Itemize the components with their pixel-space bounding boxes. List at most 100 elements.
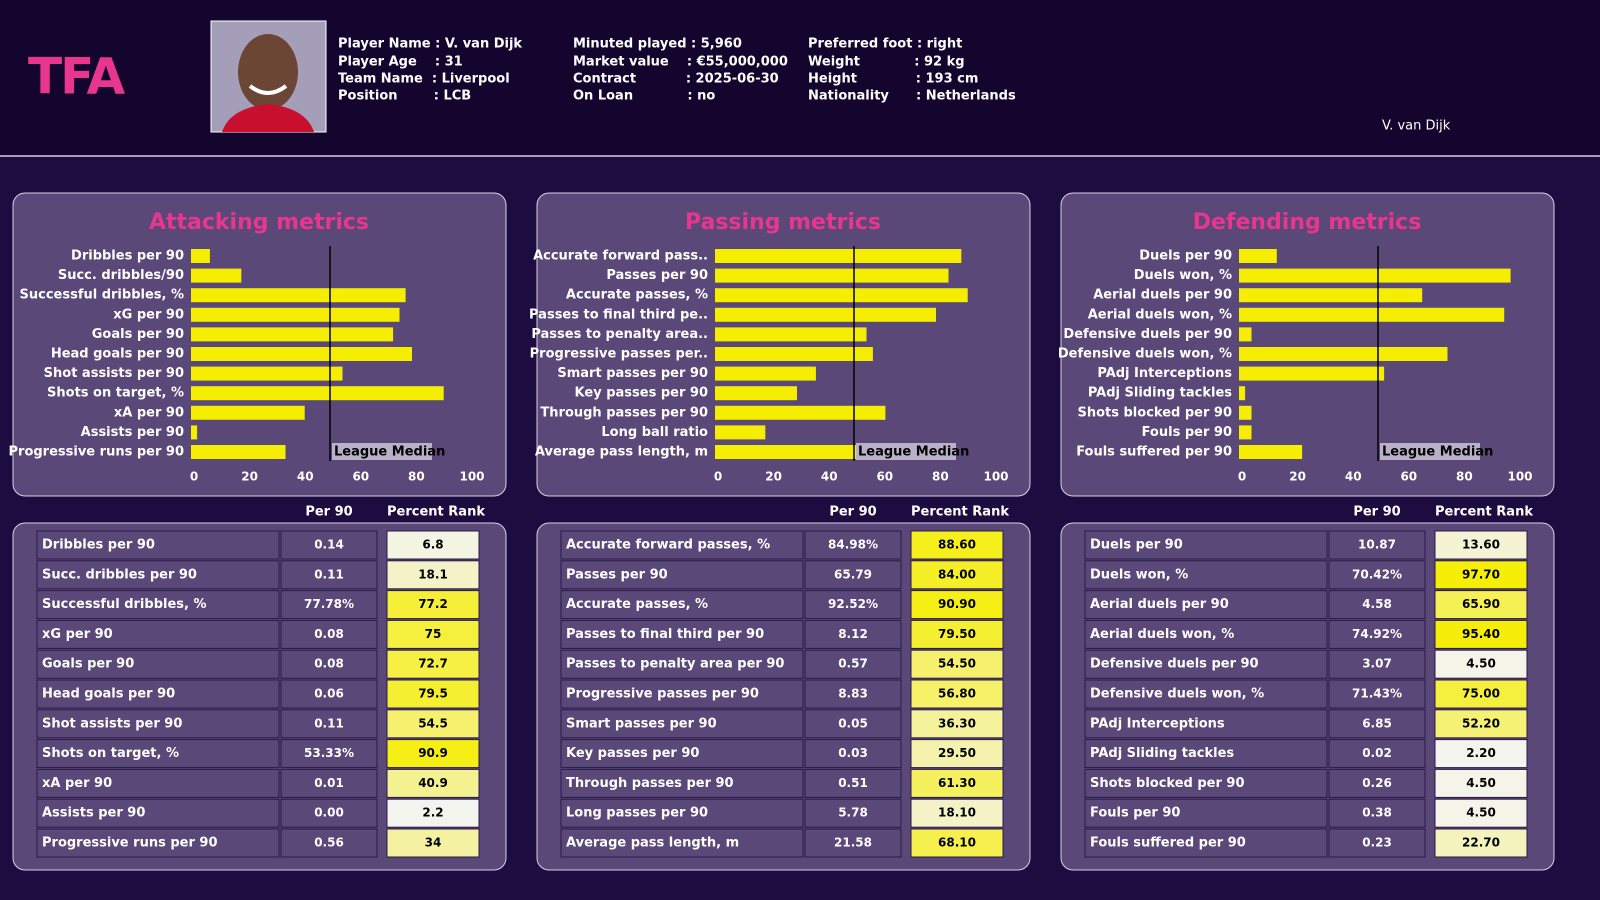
metric-name: Duels won, % <box>1090 567 1188 582</box>
metric-name: Shots blocked per 90 <box>1090 776 1245 791</box>
per90-value: 0.06 <box>314 687 344 701</box>
name-cell <box>36 768 280 798</box>
metric-name: Head goals per 90 <box>42 687 175 702</box>
category-label: Aerial duels per 90 <box>1093 288 1232 303</box>
category-label: Head goals per 90 <box>51 347 184 362</box>
bar <box>191 405 305 420</box>
player-name: V. van Dijk <box>1382 119 1451 134</box>
category-label: Succ. dribbles/90 <box>58 268 184 283</box>
percent-rank: 6.8 <box>422 538 443 552</box>
rank-cell <box>910 530 1004 560</box>
metric-name: Passes to final third per 90 <box>566 627 764 642</box>
bar <box>1239 366 1385 381</box>
value-cell <box>1328 619 1426 649</box>
metric-name: PAdj Sliding tackles <box>1090 746 1234 761</box>
rank-cell <box>386 679 480 709</box>
per90-value: 0.08 <box>314 627 344 641</box>
percent-rank: 4.50 <box>1466 776 1496 790</box>
bar <box>1239 268 1511 283</box>
percent-rank: 72.7 <box>418 657 448 671</box>
value-cell <box>280 619 378 649</box>
column-header: Percent Rank <box>911 505 1009 520</box>
category-label: Through passes per 90 <box>540 405 708 420</box>
x-tick-label: 0 <box>190 470 198 484</box>
bar <box>1239 445 1303 459</box>
percent-rank: 52.20 <box>1462 716 1500 730</box>
percent-rank: 29.50 <box>938 746 976 760</box>
percent-rank: 40.9 <box>418 776 448 790</box>
rank-cell <box>386 530 480 560</box>
percent-rank: 2.20 <box>1466 746 1496 760</box>
name-cell <box>36 560 280 590</box>
x-tick-label: 80 <box>408 470 425 484</box>
metric-name: Aerial duels per 90 <box>1090 597 1229 612</box>
annotation-box <box>332 443 432 460</box>
percent-rank: 36.30 <box>938 716 976 730</box>
name-cell <box>560 679 804 709</box>
name-cell <box>1084 679 1328 709</box>
value-cell <box>804 619 902 649</box>
category-label: PAdj Sliding tackles <box>1088 386 1232 401</box>
x-tick-label: 100 <box>983 470 1008 484</box>
player-info: Nationality : Netherlands <box>808 89 1016 104</box>
percent-rank: 75 <box>425 627 442 641</box>
metric-name: xA per 90 <box>42 776 112 791</box>
per90-value: 0.57 <box>838 657 868 671</box>
percent-rank: 65.90 <box>1462 597 1500 611</box>
rank-cell <box>386 560 480 590</box>
rank-cell <box>386 649 480 679</box>
value-cell <box>1328 679 1426 709</box>
logo: TFA <box>28 48 126 106</box>
value-cell <box>1328 798 1426 828</box>
value-cell <box>1328 649 1426 679</box>
rank-cell <box>910 828 1004 858</box>
category-label: Fouls per 90 <box>1142 425 1232 440</box>
name-cell <box>560 828 804 858</box>
percent-rank: 13.60 <box>1462 538 1500 552</box>
category-label: Average pass length, m <box>535 445 708 460</box>
percent-rank: 22.70 <box>1462 836 1500 850</box>
per90-value: 0.56 <box>314 836 344 850</box>
metric-name: Progressive runs per 90 <box>42 836 218 851</box>
per90-value: 70.42% <box>1352 567 1402 581</box>
bar <box>715 249 962 263</box>
chart-title: Passing metrics <box>685 210 881 235</box>
name-cell <box>1084 560 1328 590</box>
bar <box>715 307 937 322</box>
bar <box>715 347 873 361</box>
metric-name: Successful dribbles, % <box>42 597 207 612</box>
metric-name: xG per 90 <box>42 627 113 642</box>
value-cell <box>280 768 378 798</box>
category-label: Shots blocked per 90 <box>1077 405 1232 420</box>
rank-cell <box>1434 560 1528 590</box>
name-cell <box>1084 739 1328 769</box>
per90-value: 0.23 <box>1362 836 1392 850</box>
name-cell <box>560 649 804 679</box>
per90-value: 8.83 <box>838 687 868 701</box>
per90-value: 74.92% <box>1352 627 1402 641</box>
percent-rank: 79.5 <box>418 687 448 701</box>
table-panel <box>12 522 507 871</box>
metric-name: Smart passes per 90 <box>566 716 717 731</box>
name-cell <box>560 798 804 828</box>
metric-name: Long passes per 90 <box>566 806 708 821</box>
per90-value: 0.02 <box>1362 746 1392 760</box>
bar <box>191 307 400 322</box>
metric-name: Assists per 90 <box>42 806 145 821</box>
name-cell <box>36 590 280 620</box>
category-label: Assists per 90 <box>81 425 184 440</box>
category-label: xG per 90 <box>113 307 184 322</box>
name-cell <box>1084 649 1328 679</box>
name-cell <box>1084 619 1328 649</box>
value-cell <box>280 798 378 828</box>
value-cell <box>804 798 902 828</box>
per90-value: 3.07 <box>1362 657 1392 671</box>
bar <box>1239 249 1277 263</box>
per90-value: 0.08 <box>314 657 344 671</box>
table-panel <box>1060 522 1555 871</box>
metric-name: Accurate passes, % <box>566 597 708 612</box>
player-info: Minuted played : 5,960 <box>573 37 742 52</box>
name-cell <box>560 619 804 649</box>
rank-cell <box>910 798 1004 828</box>
